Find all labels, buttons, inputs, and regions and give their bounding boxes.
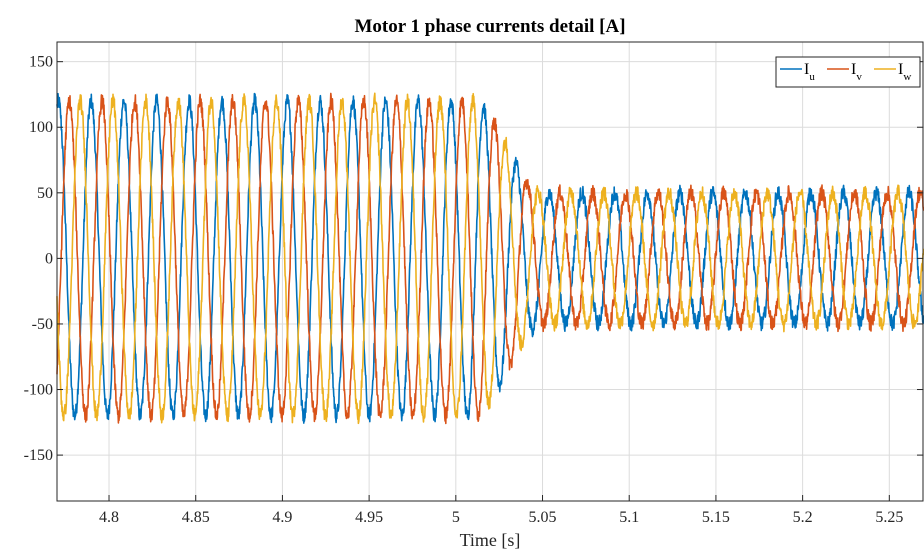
x-axis-label: Time [s] — [460, 530, 521, 550]
series-line-i-u — [56, 92, 924, 424]
x-tick-label: 4.8 — [99, 509, 119, 526]
legend-label-main: I — [898, 61, 903, 78]
x-tick-label: 4.85 — [182, 509, 210, 526]
x-tick-label: 5.05 — [529, 509, 557, 526]
plot-area-frame — [56, 41, 924, 502]
y-tick-label: 0 — [45, 250, 53, 267]
legend-label-subscript: u — [809, 71, 815, 83]
legend-label-subscript: v — [856, 71, 862, 83]
x-tick-label: 5.2 — [793, 509, 813, 526]
x-tick-label: 5.15 — [702, 509, 730, 526]
series-layer — [56, 92, 924, 425]
legend-entry-label: Iu — [804, 61, 815, 83]
y-tick-label: 100 — [29, 119, 53, 136]
y-tick-label: -100 — [24, 382, 53, 399]
legend: Iu Iv Iw — [775, 56, 921, 88]
legend-label-subscript: w — [903, 71, 911, 83]
legend-box — [775, 56, 921, 88]
y-tick-label: -150 — [24, 447, 53, 464]
chart-title: Motor 1 phase currents detail [A] — [354, 16, 625, 37]
x-tick-label: 5.25 — [875, 509, 903, 526]
legend-label-main: I — [804, 61, 809, 78]
legend-entry-label: Iw — [898, 61, 911, 83]
y-tick-label: 50 — [37, 185, 53, 202]
x-tick-label: 4.95 — [355, 509, 383, 526]
x-tick-label: 4.9 — [272, 509, 292, 526]
y-tick-label: -50 — [32, 316, 53, 333]
tick-layer: 4.8 4.85 4.9 4.95 5 5.05 5.1 5.15 5.2 5.25 150 100 5… — [24, 54, 923, 526]
series-line-i-v — [56, 92, 924, 425]
y-tick-label: 150 — [29, 54, 53, 71]
x-tick-label: 5.1 — [619, 509, 639, 526]
legend-label-main: I — [851, 61, 856, 78]
legend-entry-label: Iv — [851, 61, 862, 83]
x-tick-label: 5 — [452, 509, 460, 526]
series-line-i-w — [56, 92, 924, 425]
